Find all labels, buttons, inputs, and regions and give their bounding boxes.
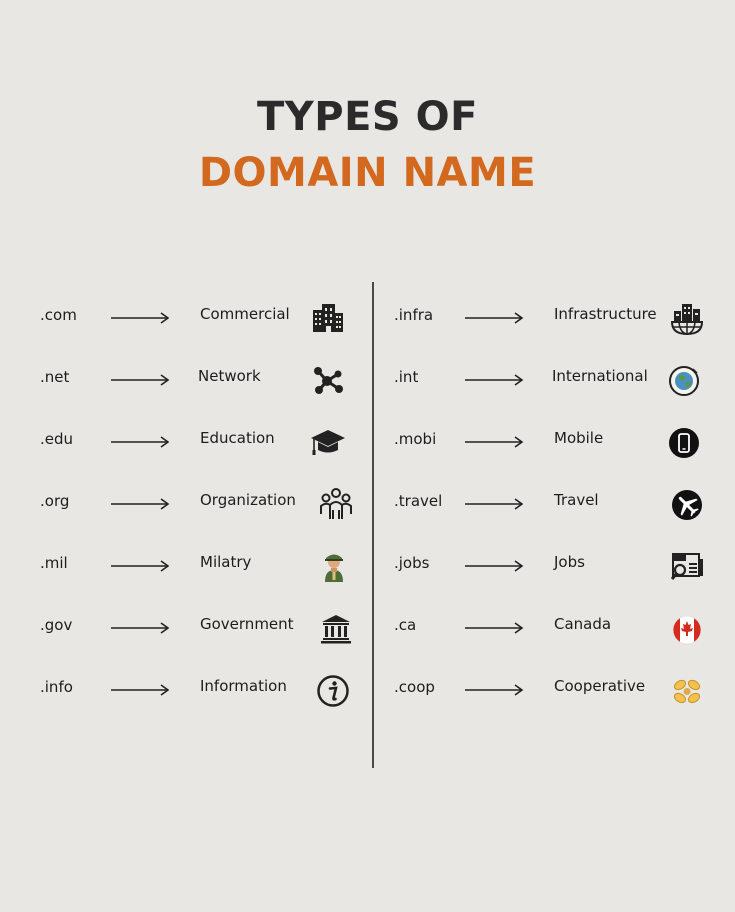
cooperative-hands-icon (669, 672, 705, 708)
airplane-icon (669, 486, 705, 522)
city-globe-icon (669, 300, 705, 336)
domain-row-infra: .infra Infrastructure (394, 298, 734, 338)
arrow-right-icon (111, 560, 170, 572)
canada-flag-icon (669, 610, 705, 646)
domain-row-ca: .ca Canada (394, 608, 734, 648)
domain-label: Jobs (554, 553, 585, 571)
arrow-right-icon (465, 374, 524, 386)
soldier-icon (316, 548, 352, 584)
domain-row-gov: .gov Government (40, 608, 380, 648)
domain-row-info: .info Information (40, 670, 380, 710)
arrow-right-icon (465, 622, 524, 634)
arrow-right-icon (465, 498, 524, 510)
domain-extension: .mil (40, 554, 68, 572)
government-building-icon (318, 610, 354, 646)
arrow-right-icon (465, 312, 524, 324)
domain-extension: .ca (394, 616, 417, 634)
arrow-right-icon (465, 436, 524, 448)
globe-icon (666, 362, 702, 398)
domain-extension: .edu (40, 430, 74, 448)
domain-row-mobi: .mobi Mobile (394, 422, 734, 462)
domain-label: Organization (200, 491, 296, 509)
domain-extension: .mobi (394, 430, 437, 448)
arrow-right-icon (111, 312, 170, 324)
domain-row-net: .net Network (40, 360, 380, 400)
info-icon (315, 672, 351, 708)
arrow-right-icon (111, 498, 170, 510)
arrow-right-icon (111, 374, 170, 386)
title-line-1: TYPES OF (257, 94, 478, 140)
domain-extension: .travel (394, 492, 443, 510)
arrow-right-icon (465, 684, 524, 696)
domain-extension: .infra (394, 306, 434, 324)
job-search-icon (669, 548, 705, 584)
domain-row-coop: .coop Cooperative (394, 670, 734, 710)
domain-extension: .info (40, 678, 73, 696)
arrow-right-icon (111, 622, 170, 634)
column-divider (372, 282, 374, 768)
title-line-2: DOMAIN NAME (198, 150, 537, 196)
domain-label: International (552, 367, 648, 385)
domain-label: Travel (554, 491, 599, 509)
domain-label: Mobile (554, 429, 604, 447)
graduation-cap-icon (310, 424, 346, 460)
domain-label: Government (200, 615, 294, 633)
network-icon (310, 362, 346, 398)
domain-extension: .com (40, 306, 77, 324)
domain-row-mil: .mil Milatry (40, 546, 380, 586)
domain-label: Cooperative (554, 677, 646, 695)
domain-label: Canada (554, 615, 612, 633)
arrow-right-icon (465, 560, 524, 572)
arrow-right-icon (111, 436, 170, 448)
domain-label: Milatry (200, 553, 252, 571)
domain-row-travel: .travel Travel (394, 484, 734, 524)
domain-row-org: .org Organization (40, 484, 380, 524)
domain-label: Information (200, 677, 287, 695)
domain-extension: .jobs (394, 554, 430, 572)
domain-row-jobs: .jobs Jobs (394, 546, 734, 586)
domain-label: Infrastructure (554, 305, 657, 323)
domain-extension: .int (394, 368, 419, 386)
mobile-phone-icon (666, 424, 702, 460)
people-group-icon (318, 486, 354, 522)
domain-extension: .coop (394, 678, 435, 696)
domain-extension: .gov (40, 616, 73, 634)
domain-label: Network (198, 367, 261, 385)
office-building-icon (310, 300, 346, 336)
domain-row-com: .com Commercial (40, 298, 380, 338)
domain-extension: .net (40, 368, 70, 386)
domain-label: Education (200, 429, 275, 447)
domain-extension: .org (40, 492, 70, 510)
domain-row-int: .int International (394, 360, 734, 400)
domain-label: Commercial (200, 305, 290, 323)
domain-row-edu: .edu Education (40, 422, 380, 462)
arrow-right-icon (111, 684, 170, 696)
